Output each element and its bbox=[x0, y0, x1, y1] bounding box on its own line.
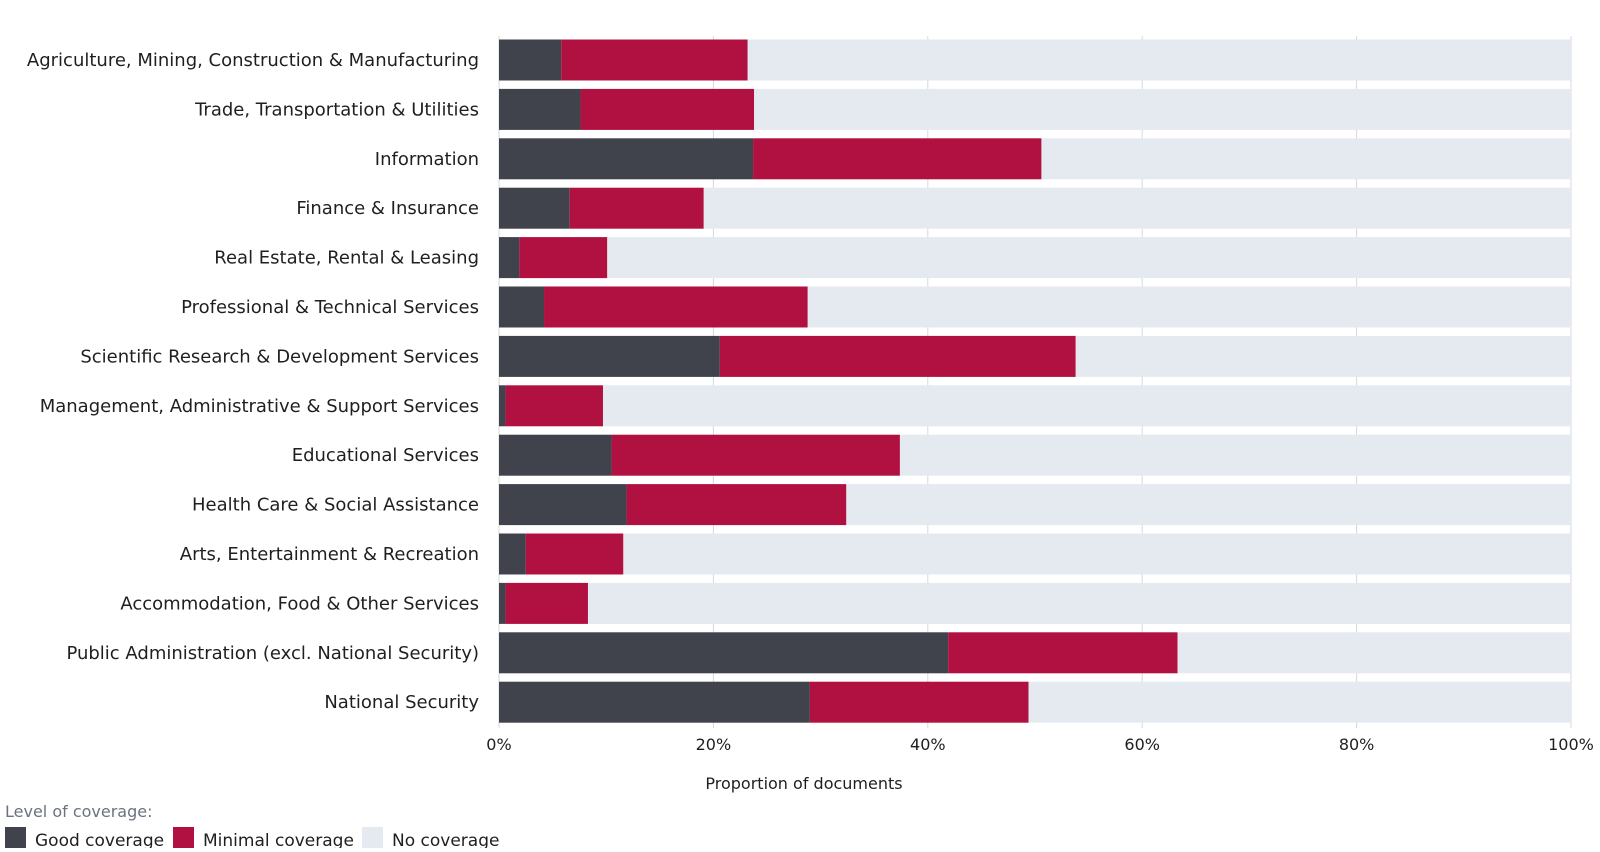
category-label-accommodation-food-other-services: Accommodation, Food & Other Services bbox=[120, 593, 479, 614]
x-tick-label-100: 100% bbox=[1548, 735, 1594, 754]
category-label-trade-transportation-utilities: Trade, Transportation & Utilities bbox=[194, 99, 479, 120]
bar-good-coverage-professional-technical-services bbox=[499, 286, 545, 328]
bar-minimal-coverage-information bbox=[753, 138, 1042, 180]
bar-good-coverage-finance-insurance bbox=[499, 187, 570, 229]
bar-good-coverage-educational-services bbox=[499, 434, 612, 476]
bar-good-coverage-accommodation-food-other-services bbox=[499, 582, 506, 624]
bar-no-coverage-information bbox=[1041, 138, 1571, 180]
x-tick-label-60: 60% bbox=[1124, 735, 1160, 754]
bar-good-coverage-management-administrative-support-services bbox=[499, 385, 506, 427]
bar-good-coverage-health-care-social-assistance bbox=[499, 484, 627, 526]
legend-title: Level of coverage: bbox=[5, 802, 153, 821]
bar-no-coverage-educational-services bbox=[899, 434, 1571, 476]
bar-good-coverage-public-administration-excl-national-security bbox=[499, 632, 949, 674]
x-axis-title: Proportion of documents bbox=[705, 774, 902, 793]
category-label-agriculture-mining-construction-manufacturing: Agriculture, Mining, Construction & Manu… bbox=[27, 50, 479, 71]
legend-swatch-minimal-coverage bbox=[173, 827, 194, 848]
x-tick-label-80: 80% bbox=[1339, 735, 1375, 754]
bar-good-coverage-trade-transportation-utilities bbox=[499, 88, 581, 130]
x-tick-labels: 0% 20% 40% 60% 80% 100% bbox=[486, 735, 1594, 754]
bar-good-coverage-scientific-research-development-services bbox=[499, 335, 720, 377]
category-label-public-administration-excl-national-security: Public Administration (excl. National Se… bbox=[66, 643, 479, 664]
bar-minimal-coverage-scientific-research-development-services bbox=[719, 335, 1076, 377]
legend-swatch-good-coverage bbox=[5, 827, 26, 848]
category-label-national-security: National Security bbox=[324, 692, 479, 713]
x-tick-label-40: 40% bbox=[910, 735, 946, 754]
bar-minimal-coverage-trade-transportation-utilities bbox=[580, 88, 755, 130]
legend-label-no-coverage: No coverage bbox=[392, 831, 499, 848]
bar-minimal-coverage-real-estate-rental-leasing bbox=[519, 237, 608, 279]
bar-minimal-coverage-agriculture-mining-construction-manufacturing bbox=[561, 39, 748, 81]
bar-no-coverage-national-security bbox=[1028, 681, 1571, 723]
bar-minimal-coverage-finance-insurance bbox=[569, 187, 704, 229]
bar-minimal-coverage-public-administration-excl-national-security bbox=[948, 632, 1178, 674]
bar-good-coverage-information bbox=[499, 138, 754, 180]
category-label-educational-services: Educational Services bbox=[292, 445, 479, 466]
bar-good-coverage-real-estate-rental-leasing bbox=[499, 237, 520, 279]
bar-no-coverage-real-estate-rental-leasing bbox=[607, 237, 1571, 279]
x-tick-label-0: 0% bbox=[486, 735, 511, 754]
bar-good-coverage-agriculture-mining-construction-manufacturing bbox=[499, 39, 562, 81]
category-label-finance-insurance: Finance & Insurance bbox=[296, 198, 479, 219]
category-label-scientific-research-development-services: Scientific Research & Development Servic… bbox=[80, 346, 479, 367]
category-label-management-administrative-support-services: Management, Administrative & Support Ser… bbox=[40, 396, 479, 417]
bar-no-coverage-trade-transportation-utilities bbox=[754, 88, 1571, 130]
category-label-health-care-social-assistance: Health Care & Social Assistance bbox=[192, 495, 479, 516]
bar-no-coverage-scientific-research-development-services bbox=[1075, 335, 1571, 377]
bars bbox=[499, 39, 1571, 723]
category-label-real-estate-rental-leasing: Real Estate, Rental & Leasing bbox=[214, 248, 479, 269]
legend-label-good-coverage: Good coverage bbox=[35, 831, 164, 848]
bar-no-coverage-accommodation-food-other-services bbox=[587, 582, 1571, 624]
bar-no-coverage-finance-insurance bbox=[703, 187, 1571, 229]
bar-no-coverage-professional-technical-services bbox=[807, 286, 1571, 328]
category-label-information: Information bbox=[375, 149, 479, 170]
bar-minimal-coverage-arts-entertainment-recreation bbox=[525, 533, 624, 575]
bar-minimal-coverage-management-administrative-support-services bbox=[505, 385, 603, 427]
bar-no-coverage-health-care-social-assistance bbox=[846, 484, 1571, 526]
bar-no-coverage-arts-entertainment-recreation bbox=[623, 533, 1571, 575]
bar-no-coverage-management-administrative-support-services bbox=[602, 385, 1571, 427]
bar-minimal-coverage-educational-services bbox=[611, 434, 900, 476]
bar-minimal-coverage-professional-technical-services bbox=[544, 286, 808, 328]
legend-swatch-no-coverage bbox=[362, 827, 383, 848]
category-label-arts-entertainment-recreation: Arts, Entertainment & Recreation bbox=[180, 544, 479, 565]
category-labels: Agriculture, Mining, Construction & Manu… bbox=[27, 50, 479, 713]
bar-minimal-coverage-accommodation-food-other-services bbox=[505, 582, 588, 624]
category-label-professional-technical-services: Professional & Technical Services bbox=[181, 297, 479, 318]
bar-good-coverage-national-security bbox=[499, 681, 810, 723]
bar-no-coverage-agriculture-mining-construction-manufacturing bbox=[747, 39, 1571, 81]
bar-no-coverage-public-administration-excl-national-security bbox=[1177, 632, 1571, 674]
legend: Level of coverage: Good coverage Minimal … bbox=[5, 802, 499, 851]
bar-good-coverage-arts-entertainment-recreation bbox=[499, 533, 526, 575]
bar-minimal-coverage-national-security bbox=[809, 681, 1029, 723]
x-tick-label-20: 20% bbox=[696, 735, 732, 754]
bar-minimal-coverage-health-care-social-assistance bbox=[626, 484, 847, 526]
legend-label-minimal-coverage: Minimal coverage bbox=[203, 831, 354, 848]
